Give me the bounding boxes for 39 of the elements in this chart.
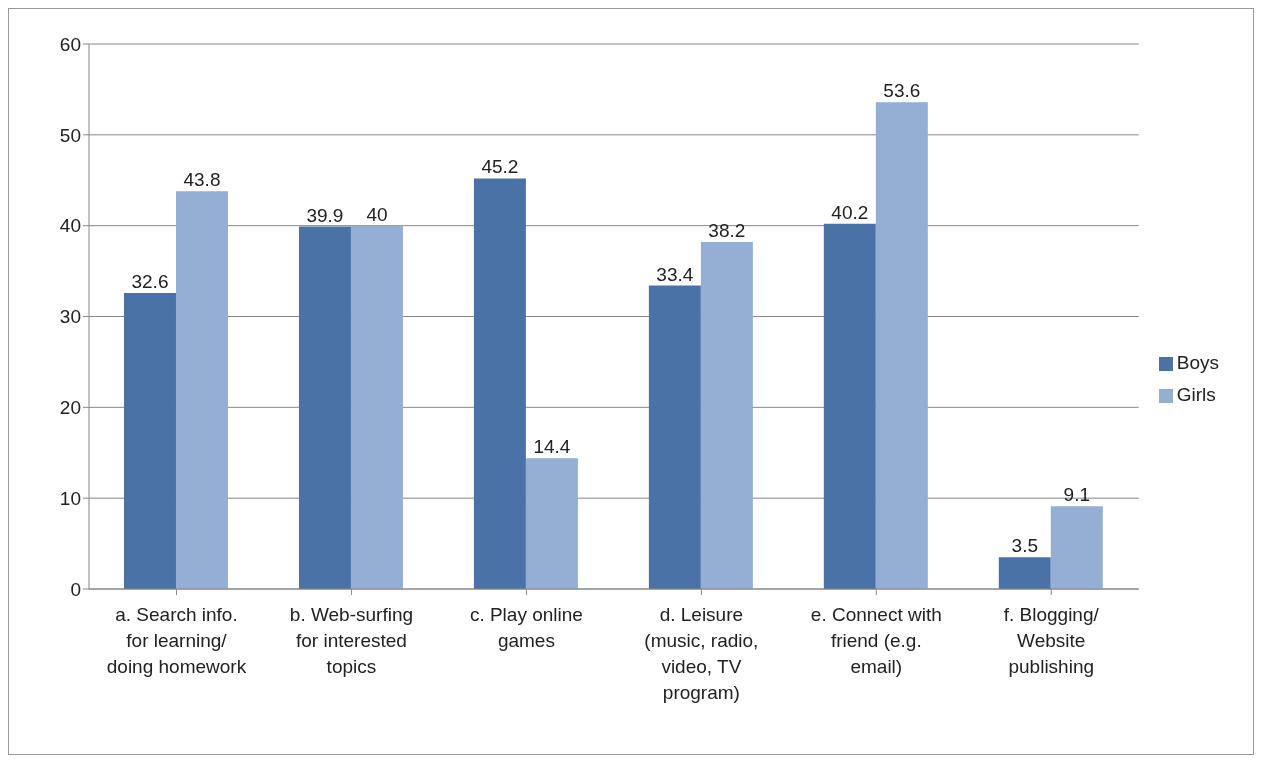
data-label: 45.2 — [481, 156, 519, 178]
data-label: 39.9 — [306, 204, 344, 226]
data-label: 9.1 — [1063, 484, 1090, 506]
y-tick-label: 0 — [70, 578, 81, 600]
y-tick-label: 60 — [59, 33, 81, 55]
y-tick-label: 40 — [59, 215, 81, 237]
data-label: 3.5 — [1011, 535, 1038, 557]
y-tick-label: 20 — [59, 397, 81, 419]
data-label: 14.4 — [533, 436, 571, 458]
bar — [648, 285, 701, 589]
bar — [823, 223, 876, 589]
data-label: 33.4 — [656, 263, 694, 285]
data-label: 38.2 — [708, 220, 746, 242]
data-label: 40.2 — [831, 201, 869, 223]
legend-label: Boys — [1176, 352, 1219, 373]
bar — [1050, 506, 1103, 589]
x-tick-label: b. Web-surfing for interested topics — [289, 604, 414, 677]
bar — [700, 242, 753, 589]
bar — [298, 226, 351, 589]
x-tick-label: a. Search info. for learning/ doing homework — [106, 604, 247, 677]
bar — [525, 458, 578, 589]
legend-label: Girls — [1176, 384, 1216, 405]
x-tick-label: d. Leisure (music, radio, video, TV program) — [644, 604, 759, 703]
bar — [123, 292, 176, 589]
y-tick-label: 50 — [59, 124, 81, 146]
bar — [350, 225, 403, 589]
x-tick-label: c. Play online games — [469, 604, 583, 651]
bar — [473, 178, 526, 589]
y-tick-label: 10 — [59, 487, 81, 509]
data-label: 32.6 — [131, 270, 169, 292]
bar — [875, 102, 928, 589]
data-label: 40 — [366, 203, 388, 225]
data-label: 43.8 — [183, 169, 221, 191]
y-tick-label: 30 — [59, 306, 81, 328]
x-tick-label: e. Connect with friend (e.g. email) — [810, 604, 942, 677]
data-label: 53.6 — [883, 80, 921, 102]
bar — [175, 191, 228, 589]
x-tick-label: f. Blogging/ Website publishing — [1003, 604, 1100, 677]
bar — [998, 557, 1051, 589]
